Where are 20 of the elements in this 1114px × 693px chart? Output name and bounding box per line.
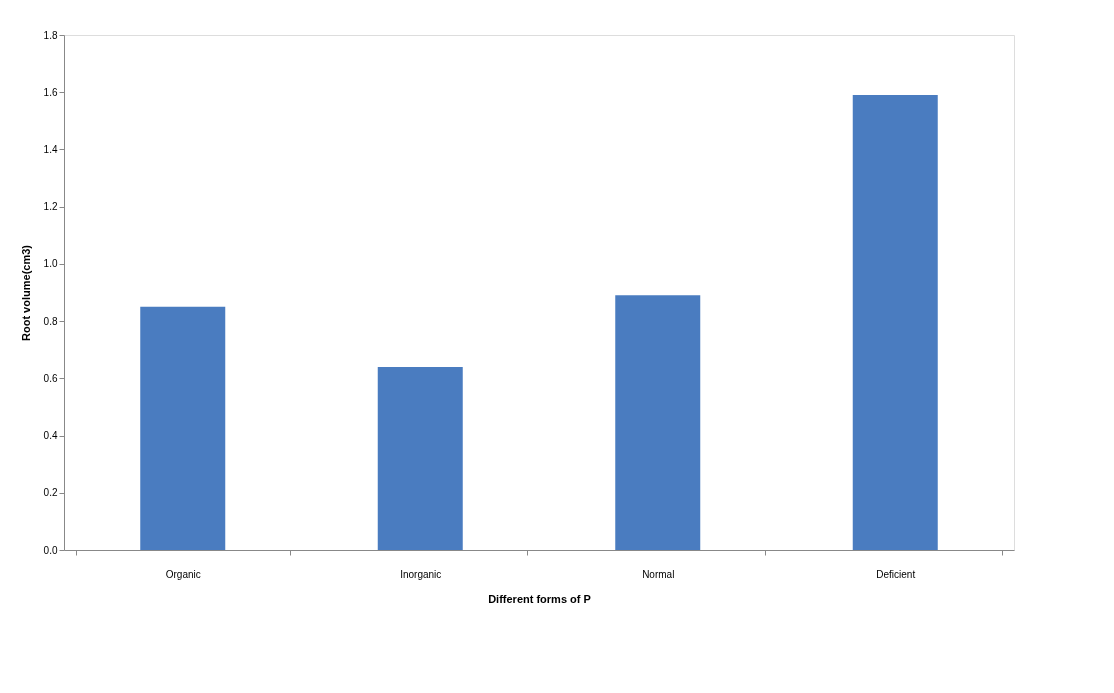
- y-tick-label: 0.2: [43, 487, 58, 499]
- y-tick-label: 1.8: [43, 29, 58, 41]
- bar: [377, 366, 463, 550]
- y-tick-label: 0.6: [43, 372, 58, 384]
- y-tick-label: 1.4: [43, 143, 58, 155]
- y-axis-title: Root volume(cm3): [19, 244, 32, 341]
- y-tick-label: 1.6: [43, 86, 58, 98]
- x-tick-label: Deficient: [876, 568, 916, 580]
- x-tick-label: Organic: [165, 568, 201, 580]
- bar: [140, 306, 226, 550]
- y-tick-label: 0.8: [43, 315, 58, 327]
- x-tick-label: Normal: [642, 568, 675, 580]
- bar: [852, 95, 938, 550]
- y-tick-label: 0.4: [43, 430, 58, 442]
- x-tick-label: Inorganic: [400, 568, 442, 580]
- bar: [615, 295, 701, 550]
- y-tick-label: 1.2: [43, 201, 58, 213]
- x-axis-title: Different forms of P: [488, 592, 591, 605]
- y-tick-label: 0.0: [43, 544, 58, 556]
- y-tick-label: 1.0: [43, 258, 58, 270]
